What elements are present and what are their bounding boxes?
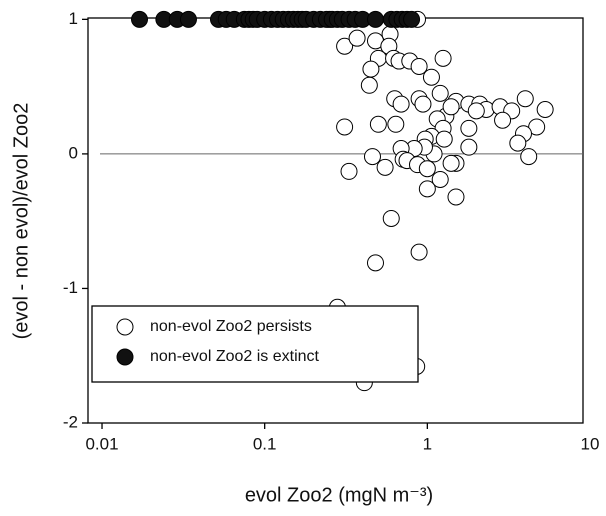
data-point [442, 98, 460, 116]
x-tick-label: 0.01 [85, 434, 118, 453]
data-point [509, 134, 527, 152]
data-point [340, 162, 358, 180]
legend-marker [116, 348, 134, 366]
data-point [362, 60, 380, 78]
data-point [431, 170, 449, 188]
data-point [447, 188, 465, 206]
x-axis-label: evol Zoo2 (mgN m⁻³) [245, 484, 433, 506]
x-tick-label: 1 [423, 434, 432, 453]
data-point [366, 10, 384, 28]
data-point [336, 118, 354, 136]
y-tick-label: 0 [69, 143, 78, 162]
data-point [387, 115, 405, 133]
y-tick-label: -1 [63, 278, 78, 297]
data-point [460, 119, 478, 137]
data-point [414, 95, 432, 113]
data-point [520, 148, 538, 166]
data-point [403, 10, 421, 28]
data-point [360, 76, 378, 94]
legend-label: non-evol Zoo2 persists [150, 318, 312, 335]
x-tick-label: 0.1 [253, 434, 277, 453]
data-point [418, 160, 436, 178]
legend-marker [116, 318, 134, 336]
data-point [418, 180, 436, 198]
data-point [369, 115, 387, 133]
data-point [431, 84, 449, 102]
data-point [516, 90, 534, 108]
data-point [376, 158, 394, 176]
y-axis-label: (evol - non evol)/evol Zoo2 [10, 103, 32, 340]
data-point [494, 111, 512, 129]
data-point [442, 154, 460, 172]
data-point [366, 254, 384, 272]
data-point [336, 37, 354, 55]
data-point [410, 243, 428, 261]
data-point [536, 100, 554, 118]
data-point [179, 10, 197, 28]
data-point [363, 148, 381, 166]
data-point [410, 57, 428, 75]
x-tick-label: 10 [581, 434, 600, 453]
data-point [434, 49, 452, 67]
data-point [422, 68, 440, 86]
data-point [131, 10, 149, 28]
data-point [435, 130, 453, 148]
legend-label: non-evol Zoo2 is extinct [150, 348, 320, 365]
legend-box [91, 305, 419, 383]
data-point [382, 209, 400, 227]
data-point [392, 95, 410, 113]
data-point [467, 102, 485, 120]
data-point [460, 138, 478, 156]
y-tick-label: 1 [69, 9, 78, 28]
data-point [348, 29, 366, 47]
y-tick-label: -2 [63, 412, 78, 431]
